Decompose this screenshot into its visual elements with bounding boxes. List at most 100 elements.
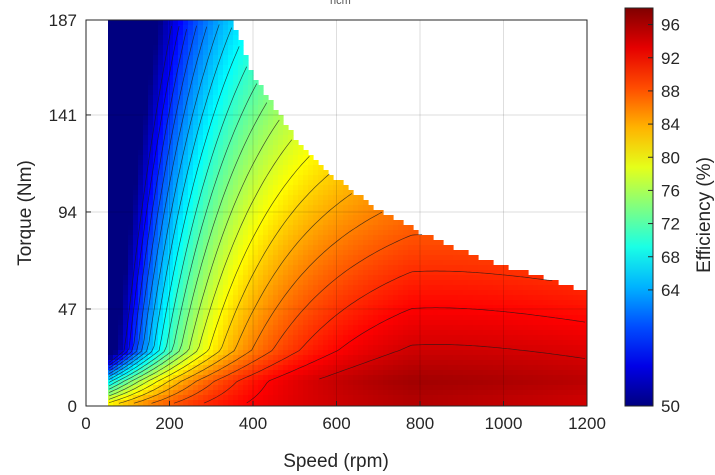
heatmap-cell <box>268 260 274 266</box>
heatmap-cell <box>123 185 129 191</box>
heatmap-cell <box>233 100 239 106</box>
heatmap-cell <box>188 55 194 61</box>
heatmap-cell <box>378 230 384 236</box>
heatmap-cell <box>573 310 579 316</box>
heatmap-cell <box>118 135 124 141</box>
x-tick-label: 0 <box>81 414 90 433</box>
heatmap-cell <box>178 270 184 276</box>
heatmap-cell <box>368 355 374 361</box>
heatmap-cell <box>283 395 289 401</box>
heatmap-cell <box>233 310 239 316</box>
heatmap-cell <box>128 290 134 296</box>
heatmap-cell <box>453 335 459 341</box>
heatmap-cell <box>153 165 159 171</box>
heatmap-cell <box>163 215 169 221</box>
heatmap-cell <box>193 355 199 361</box>
heatmap-cell <box>303 375 309 381</box>
heatmap-cell <box>208 370 214 376</box>
heatmap-cell <box>283 245 289 251</box>
heatmap-cell <box>468 320 474 326</box>
heatmap-cell <box>183 390 189 396</box>
heatmap-cell <box>218 225 224 231</box>
heatmap-cell <box>118 225 124 231</box>
heatmap-cell <box>243 120 249 126</box>
heatmap-cell <box>158 400 164 406</box>
heatmap-cell <box>323 255 329 261</box>
heatmap-cell <box>343 285 349 291</box>
heatmap-cell <box>208 80 214 86</box>
heatmap-cell <box>203 400 209 406</box>
heatmap-cell <box>193 190 199 196</box>
heatmap-cell <box>163 85 169 91</box>
heatmap-cell <box>153 130 159 136</box>
heatmap-cell <box>403 330 409 336</box>
heatmap-cell <box>288 295 294 301</box>
heatmap-cell <box>228 95 234 101</box>
heatmap-cell <box>408 320 414 326</box>
heatmap-cell <box>453 270 459 276</box>
heatmap-cell <box>388 350 394 356</box>
heatmap-cell <box>358 380 364 386</box>
heatmap-cell <box>528 350 534 356</box>
heatmap-cell <box>358 225 364 231</box>
heatmap-cell <box>128 60 134 66</box>
heatmap-cell <box>448 350 454 356</box>
heatmap-cell <box>123 270 129 276</box>
heatmap-cell <box>178 140 184 146</box>
heatmap-cell <box>218 75 224 81</box>
heatmap-cell <box>218 20 224 26</box>
heatmap-cell <box>113 135 119 141</box>
heatmap-cell <box>168 340 174 346</box>
heatmap-cell <box>133 90 139 96</box>
heatmap-cell <box>453 355 459 361</box>
heatmap-cell <box>178 190 184 196</box>
heatmap-cell <box>298 375 304 381</box>
heatmap-cell <box>148 70 154 76</box>
heatmap-cell <box>113 320 119 326</box>
heatmap-cell <box>383 350 389 356</box>
heatmap-cell <box>298 220 304 226</box>
heatmap-cell <box>123 115 129 121</box>
heatmap-cell <box>338 180 344 186</box>
heatmap-cell <box>118 355 124 361</box>
heatmap-cell <box>418 250 424 256</box>
heatmap-cell <box>498 275 504 281</box>
heatmap-cell <box>388 275 394 281</box>
heatmap-cell <box>328 335 334 341</box>
heatmap-cell <box>283 210 289 216</box>
heatmap-cell <box>123 75 129 81</box>
heatmap-cell <box>113 30 119 36</box>
heatmap-cell <box>393 285 399 291</box>
heatmap-cell <box>213 180 219 186</box>
heatmap-cell <box>158 365 164 371</box>
heatmap-cell <box>423 390 429 396</box>
heatmap-cell <box>193 185 199 191</box>
heatmap-cell <box>423 355 429 361</box>
heatmap-cell <box>378 275 384 281</box>
heatmap-cell <box>458 340 464 346</box>
heatmap-cell <box>458 345 464 351</box>
heatmap-cell <box>138 210 144 216</box>
heatmap-cell <box>233 315 239 321</box>
heatmap-cell <box>138 35 144 41</box>
heatmap-cell <box>308 230 314 236</box>
heatmap-cell <box>548 300 554 306</box>
heatmap-cell <box>168 300 174 306</box>
heatmap-cell <box>283 325 289 331</box>
heatmap-cell <box>568 350 574 356</box>
heatmap-cell <box>273 335 279 341</box>
heatmap-cell <box>488 360 494 366</box>
heatmap-cell <box>123 340 129 346</box>
heatmap-cell <box>333 285 339 291</box>
heatmap-cell <box>168 30 174 36</box>
heatmap-cell <box>543 360 549 366</box>
heatmap-cell <box>128 275 134 281</box>
heatmap-cell <box>108 155 114 161</box>
heatmap-cell <box>348 235 354 241</box>
heatmap-cell <box>413 290 419 296</box>
heatmap-cell <box>508 360 514 366</box>
heatmap-cell <box>413 375 419 381</box>
heatmap-cell <box>163 25 169 31</box>
heatmap-cell <box>208 50 214 56</box>
contour-line <box>151 211 383 404</box>
